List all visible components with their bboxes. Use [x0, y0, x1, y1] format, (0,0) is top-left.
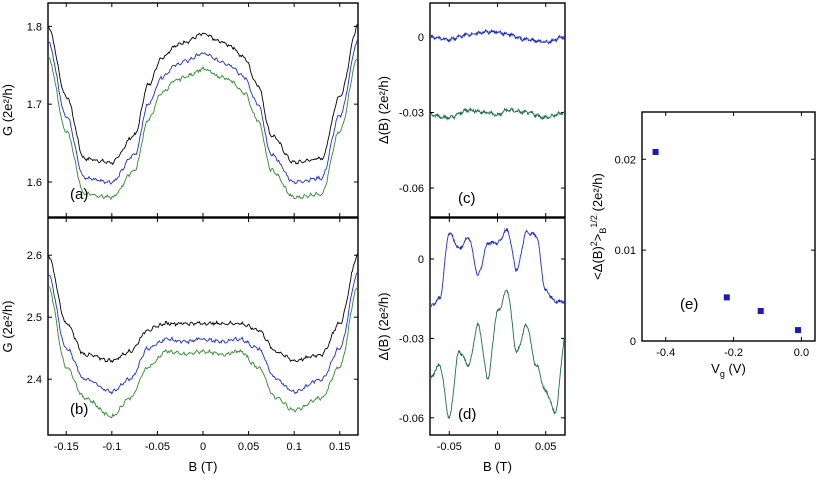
panel-b: -0.15 -0.1 -0.05 0 0.05 0.1 0.15 2.4 2.5 2.6 (b) G …: [0, 217, 359, 474]
y-tick-label-e: 0.01: [615, 245, 636, 257]
y-tick-label-d: 0: [418, 254, 424, 266]
x-tick-label-b: 0.15: [329, 441, 350, 453]
y-tick-label-a: 1.8: [27, 21, 42, 33]
y-tick-label-b: 2.6: [27, 250, 42, 262]
x-axis-label-d: B (T): [483, 459, 512, 474]
x-tick-label-b: 0.1: [287, 441, 302, 453]
data-point: [795, 327, 802, 334]
y-axis-label-e: <Δ(B)2>B1/2 (2e²/h): [589, 173, 608, 280]
x-tick-label-b: -0.1: [102, 441, 121, 453]
y-axis-label-d: Δ(B) (2e²/h): [376, 293, 391, 361]
x-tick-label-d: -0.05: [437, 441, 462, 453]
plot-frame-d: [429, 217, 566, 436]
panel-label-b: (b): [70, 401, 88, 418]
series-line-black-a: [47, 24, 358, 166]
x-tick-label-e: -0.2: [724, 347, 743, 359]
y-axis-label-a: G (2e²/h): [0, 84, 15, 136]
panel-d: -0.05 0 0.05 0 -0.03 -0.06 (d) Δ(B) (2e²/h) B (T…: [376, 217, 566, 474]
y-tick-label-b: 2.5: [27, 312, 42, 324]
y-axis-label-b: G (2e²/h): [0, 300, 15, 352]
panel-label-d: (d): [458, 406, 476, 423]
x-tick-label-b: 0.05: [238, 441, 259, 453]
panel-c: 0 -0.03 -0.06 (c) Δ(B) (2e²/h): [376, 2, 566, 218]
y-tick-label-c: 0: [418, 32, 424, 44]
y-tick-label-c: -0.06: [399, 183, 424, 195]
y-tick-label-d: -0.06: [399, 413, 424, 425]
series-line-black-b: [47, 253, 359, 363]
panel-a: 1.6 1.7 1.8 (a) G (2e²/h): [0, 2, 359, 218]
y-tick-label-a: 1.7: [27, 99, 42, 111]
y-tick-label-e: 0: [630, 336, 636, 348]
x-tick-label-b: -0.15: [54, 441, 79, 453]
plot-frame-a: [47, 2, 359, 218]
series-line-green-a: [47, 56, 359, 201]
panel-label-a: (a): [70, 186, 88, 203]
series-line-blue-c: [429, 28, 566, 45]
series-line-blue-d: [429, 227, 566, 309]
series-line-dark_green-c: [429, 106, 566, 121]
plot-frame-e: [641, 111, 816, 342]
x-axis-label-b: B (T): [189, 459, 218, 474]
y-tick-label-b: 2.4: [27, 374, 42, 386]
y-tick-label-c: -0.03: [399, 108, 424, 120]
data-point: [757, 308, 764, 315]
panel-e: -0.4 -0.2 0.0 0 0.01 0.02 (e) <Δ(B)2>B1/2 (2e²/…: [589, 111, 816, 379]
x-tick-label-e: -0.4: [656, 347, 675, 359]
y-tick-label-e: 0.02: [615, 154, 636, 166]
series-line-blue-a: [47, 39, 359, 185]
y-tick-label-a: 1.6: [27, 177, 42, 189]
series-line-dark_green-d: [429, 289, 566, 420]
plot-frame-c: [429, 2, 566, 218]
x-tick-label-e: 0.0: [794, 347, 809, 359]
data-point: [652, 148, 659, 155]
x-tick-label-b: 0: [200, 441, 206, 453]
y-axis-label-c: Δ(B) (2e²/h): [376, 76, 391, 144]
series-line-blue-b: [47, 272, 359, 395]
series-line-green-b: [47, 285, 359, 419]
panel-label-c: (c): [458, 190, 476, 207]
data-point: [723, 294, 730, 301]
y-tick-label-d: -0.03: [399, 333, 424, 345]
x-tick-label-b: -0.05: [145, 441, 170, 453]
x-tick-label-d: 0: [494, 441, 500, 453]
x-tick-label-d: 0.05: [535, 441, 556, 453]
panel-label-e: (e): [680, 296, 698, 313]
x-axis-label-e: Vg (V): [711, 361, 746, 379]
